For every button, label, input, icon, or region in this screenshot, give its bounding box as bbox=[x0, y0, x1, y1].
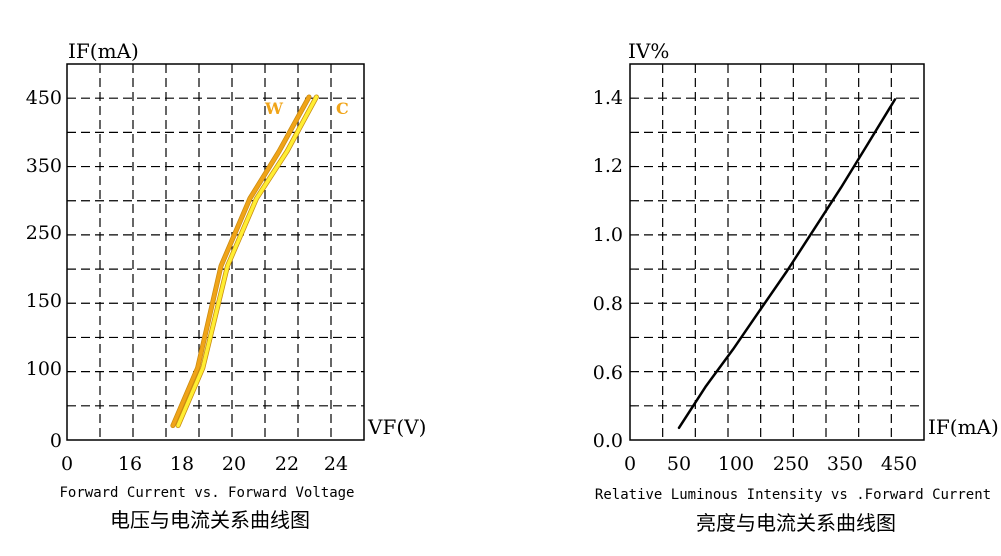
series-line bbox=[677, 98, 897, 430]
x-tick-label: 22 bbox=[275, 453, 299, 475]
x-tick-label: 0 bbox=[624, 453, 636, 475]
grid bbox=[67, 64, 364, 440]
caption-chinese: 亮度与电流关系曲线图 bbox=[696, 511, 896, 535]
caption-english: Forward Current vs. Forward Voltage bbox=[59, 485, 354, 501]
x-tick-label: 20 bbox=[222, 453, 246, 475]
series-line bbox=[171, 95, 311, 428]
y-tick-label: 100 bbox=[26, 358, 62, 380]
x-tick-label: 18 bbox=[170, 453, 194, 475]
series-label: W bbox=[264, 99, 284, 118]
y-axis-label: IF(mA) bbox=[68, 39, 139, 63]
y-tick-label: 0.0 bbox=[593, 430, 623, 452]
y-tick-label: 0.8 bbox=[593, 293, 623, 315]
x-tick-label: 100 bbox=[718, 453, 754, 475]
y-tick-label: 1.0 bbox=[593, 224, 623, 246]
y-tick-label: 0 bbox=[50, 430, 62, 452]
y-axis-label: IV% bbox=[628, 39, 669, 63]
y-tick-label: 1.4 bbox=[593, 87, 623, 109]
series-label: C bbox=[336, 99, 349, 118]
caption-chinese: 电压与电流关系曲线图 bbox=[110, 508, 310, 532]
y-tick-label: 250 bbox=[26, 222, 62, 244]
x-tick-label: 250 bbox=[773, 453, 809, 475]
x-tick-label: 24 bbox=[324, 453, 348, 475]
x-tick-label: 450 bbox=[881, 453, 917, 475]
y-tick-label: 350 bbox=[26, 155, 62, 177]
forward-voltage-chart: 0 100 150 250 350 450 0 16 18 20 22 24 IF(mA) VF(V) Fo… bbox=[26, 39, 427, 532]
y-tick-label: 450 bbox=[26, 87, 62, 109]
x-axis-label: IF(mA) bbox=[928, 415, 999, 439]
y-tick-label: 0.6 bbox=[593, 362, 623, 384]
plot-frame bbox=[66, 63, 365, 441]
x-tick-label: 350 bbox=[827, 453, 863, 475]
y-tick-label: 150 bbox=[26, 290, 62, 312]
x-tick-label: 50 bbox=[667, 453, 691, 475]
grid bbox=[630, 64, 924, 440]
plot-frame bbox=[629, 63, 925, 441]
series-line bbox=[176, 95, 319, 428]
x-tick-label: 0 bbox=[61, 453, 73, 475]
caption-english: Relative Luminous Intensity vs .Forward … bbox=[595, 487, 991, 503]
luminous-intensity-chart: 0.0 0.6 0.8 1.0 1.2 1.4 0 50 100 250 350 450 IV% IF(m… bbox=[593, 39, 999, 535]
x-axis-label: VF(V) bbox=[367, 415, 426, 439]
x-tick-label: 16 bbox=[118, 453, 142, 475]
y-tick-label: 1.2 bbox=[593, 155, 623, 177]
